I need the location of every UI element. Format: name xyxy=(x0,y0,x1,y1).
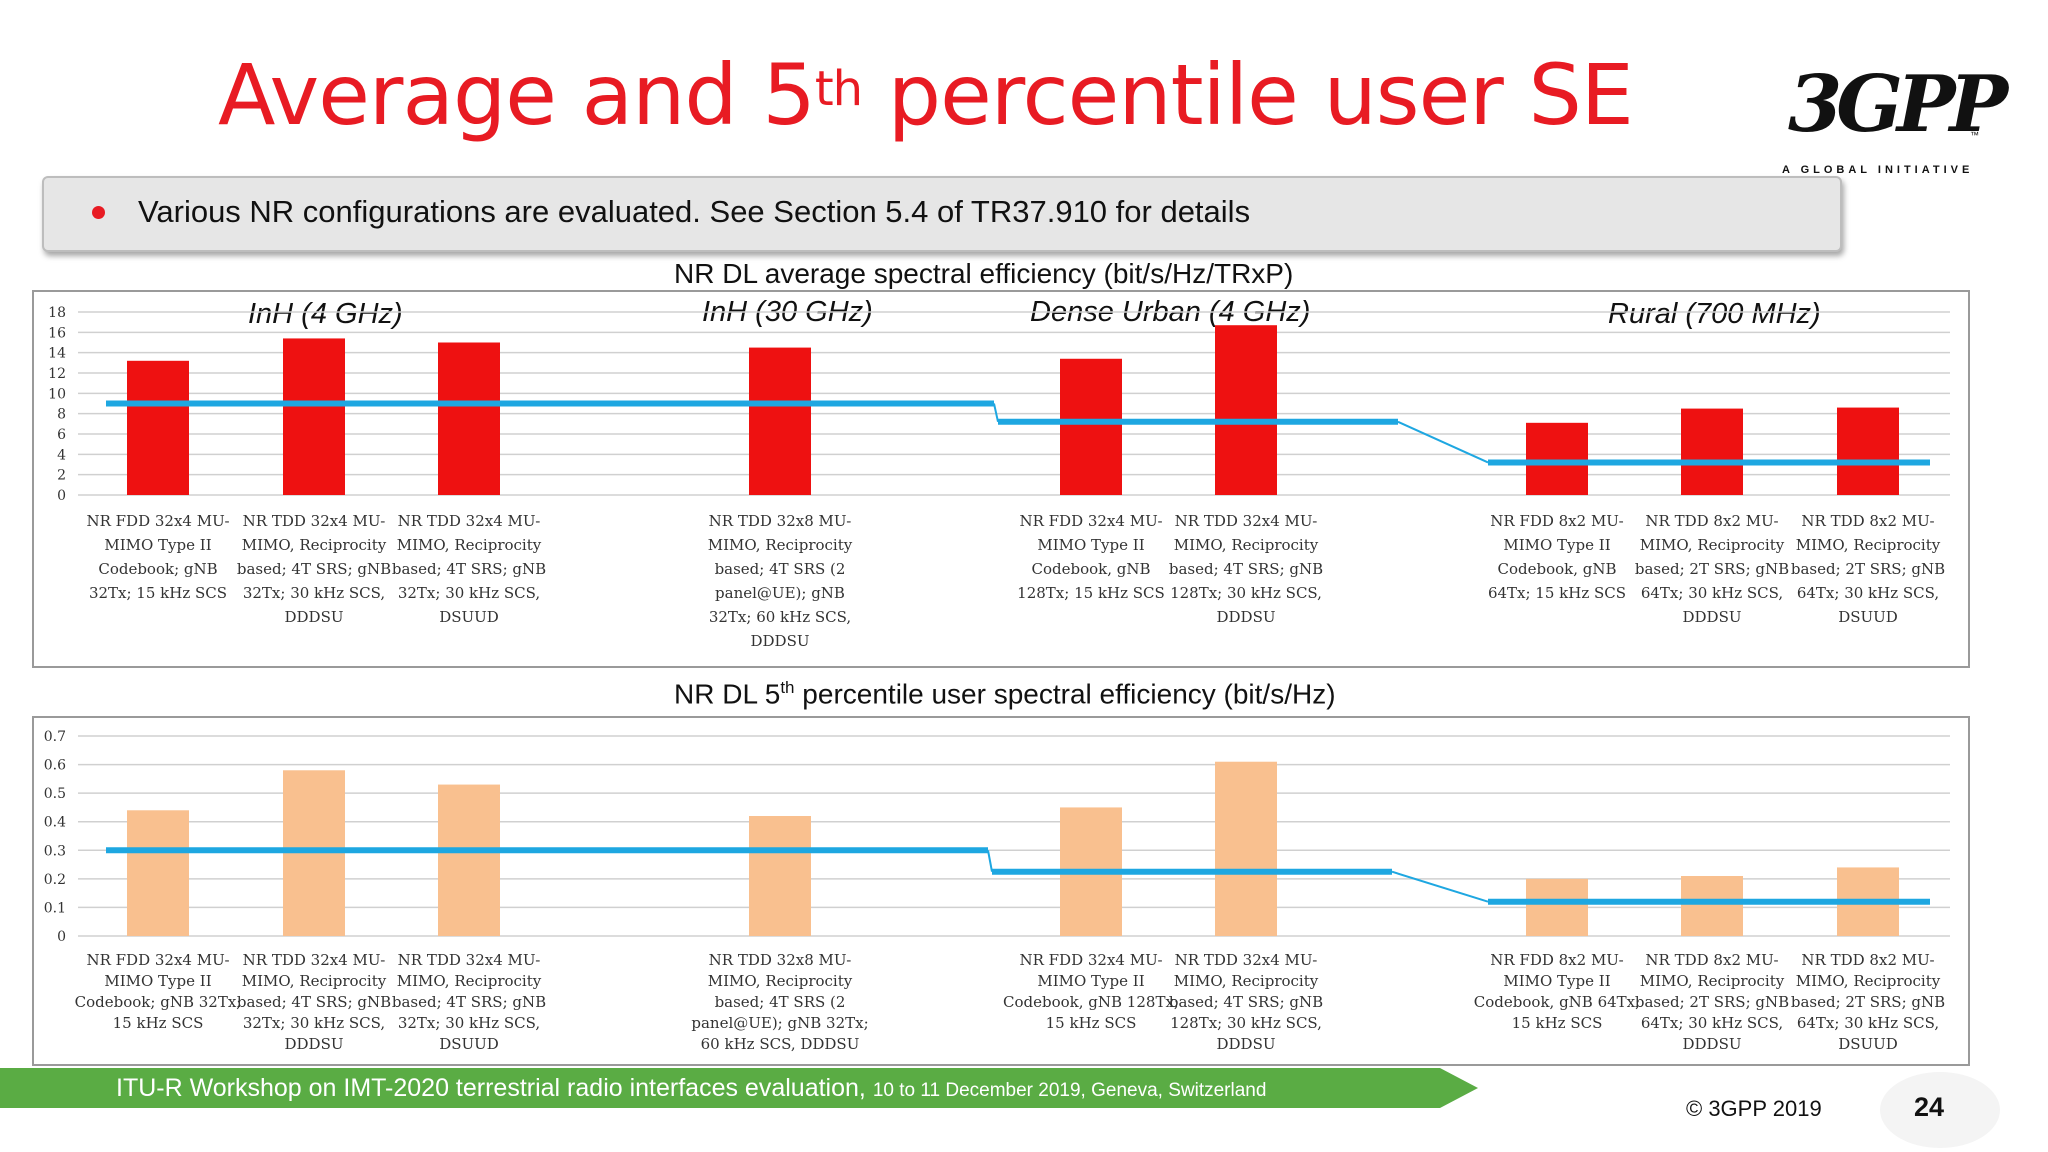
p5-bar-8 xyxy=(1681,876,1743,936)
avg-category-label-4: NR TDD 32x8 MU-MIMO, Reciprocity based; 4… xyxy=(708,512,853,650)
p5-bar-6 xyxy=(1215,761,1277,936)
avg-y-tick-label: 2 xyxy=(57,468,66,484)
avg-y-tick-label: 6 xyxy=(57,427,66,443)
avg-bar-3 xyxy=(438,342,500,495)
p5-category-label-8: NR TDD 8x2 MU-MIMO, Reciprocity based; 2T… xyxy=(1635,951,1789,1053)
chart-p5-title: NR DL 5th percentile user spectral effic… xyxy=(674,678,1336,710)
p5-category-label-1: NR FDD 32x4 MU-MIMO Type II Codebook; gNB… xyxy=(75,951,242,1032)
avg-bar-1 xyxy=(127,360,189,495)
logo-tagline: A GLOBAL INITIATIVE xyxy=(1782,164,1974,176)
page-number: 24 xyxy=(1914,1092,1945,1122)
p5-y-tick-label: 0.7 xyxy=(44,729,66,745)
avg-y-tick-label: 0 xyxy=(57,488,66,504)
p5-category-label-5: NR FDD 32x4 MU-MIMO Type II Codebook, gNB… xyxy=(1003,951,1179,1032)
copyright: © 3GPP 2019 xyxy=(1686,1096,1822,1121)
p5-bar-4 xyxy=(749,816,811,936)
avg-bar-7 xyxy=(1526,422,1588,495)
avg-bar-8 xyxy=(1681,408,1743,495)
avg-req-step-2 xyxy=(1397,420,1489,464)
avg-y-tick-label: 16 xyxy=(48,325,66,341)
p5-req-step-2 xyxy=(1391,870,1489,903)
region-label-inh4: InH (4 GHz) xyxy=(248,298,403,330)
chart-p5-frame xyxy=(32,716,1970,1066)
p5-bar-7 xyxy=(1526,878,1588,936)
p5-y-tick-label: 0.6 xyxy=(44,758,66,774)
avg-bar-6 xyxy=(1215,325,1277,495)
p5-category-label-4: NR TDD 32x8 MU-MIMO, Reciprocity based; 4… xyxy=(691,951,868,1053)
avg-category-label-9: NR TDD 8x2 MU-MIMO, Reciprocity based; 2T… xyxy=(1791,512,1945,626)
avg-y-tick-label: 4 xyxy=(57,447,66,463)
p5-category-label-3: NR TDD 32x4 MU-MIMO, Reciprocity based; 4… xyxy=(392,951,546,1053)
p5-y-tick-label: 0.1 xyxy=(44,900,66,916)
logo-wordmark: 3GPP xyxy=(1788,59,2008,150)
bullet-text: Various NR configurations are evaluated.… xyxy=(138,194,1251,229)
p5-y-tick-label: 0 xyxy=(57,929,66,945)
p5-category-label-6: NR TDD 32x4 MU-MIMO, Reciprocity based; 4… xyxy=(1169,951,1323,1053)
avg-y-tick-label: 10 xyxy=(48,386,66,402)
p5-y-tick-label: 0.5 xyxy=(44,786,66,802)
avg-bar-4 xyxy=(749,347,811,495)
avg-category-label-2: NR TDD 32x4 MU-MIMO, Reciprocity based; 4… xyxy=(237,512,391,626)
avg-bar-5 xyxy=(1060,358,1122,495)
avg-y-tick-label: 14 xyxy=(48,346,66,362)
p5-category-label-2: NR TDD 32x4 MU-MIMO, Reciprocity based; 4… xyxy=(237,951,391,1053)
bullet-box: Various NR configurations are evaluated.… xyxy=(42,176,1842,252)
bullet-dot-icon xyxy=(92,206,105,219)
p5-y-tick-label: 0.4 xyxy=(44,815,66,831)
p5-y-tick-label: 0.3 xyxy=(44,843,66,859)
avg-category-label-8: NR TDD 8x2 MU-MIMO, Reciprocity based; 2T… xyxy=(1635,512,1789,626)
avg-category-label-6: NR TDD 32x4 MU-MIMO, Reciprocity based; 4… xyxy=(1169,512,1323,626)
p5-category-label-9: NR TDD 8x2 MU-MIMO, Reciprocity based; 2T… xyxy=(1791,951,1945,1053)
p5-category-label-7: NR FDD 8x2 MU-MIMO Type II Codebook, gNB … xyxy=(1474,951,1640,1032)
avg-bar-2 xyxy=(283,338,345,495)
avg-bar-9 xyxy=(1837,407,1899,495)
region-label-rural: Rural (700 MHz) xyxy=(1608,298,1821,330)
p5-bar-3 xyxy=(438,784,500,936)
avg-y-tick-label: 12 xyxy=(48,366,66,382)
3gpp-logo: 3GPP ™ A GLOBAL INITIATIVE xyxy=(1782,60,2008,180)
p5-y-tick-label: 0.2 xyxy=(44,872,66,888)
logo-trademark: ™ xyxy=(1970,130,1979,140)
chart-avg-title: NR DL average spectral efficiency (bit/s… xyxy=(674,258,1294,289)
avg-y-tick-label: 8 xyxy=(57,407,66,423)
footer-bar xyxy=(0,1068,1478,1108)
avg-category-label-3: NR TDD 32x4 MU-MIMO, Reciprocity based; 4… xyxy=(392,512,546,626)
avg-req-step-1 xyxy=(993,403,999,423)
slide-title: Average and 5th percentile user SE xyxy=(218,46,1634,144)
avg-category-label-7: NR FDD 8x2 MU-MIMO Type II Codebook, gNB 6… xyxy=(1488,512,1626,602)
footer-text: ITU-R Workshop on IMT-2020 terrestrial r… xyxy=(116,1074,1267,1102)
avg-category-label-5: NR FDD 32x4 MU-MIMO Type II Codebook, gNB… xyxy=(1017,512,1165,602)
page-number-badge: 24 xyxy=(1880,1072,2000,1148)
avg-category-label-1: NR FDD 32x4 MU-MIMO Type II Codebook; gNB… xyxy=(86,512,229,602)
p5-req-step-1 xyxy=(987,850,993,872)
p5-bar-1 xyxy=(127,810,189,936)
avg-y-tick-label: 18 xyxy=(48,305,66,321)
